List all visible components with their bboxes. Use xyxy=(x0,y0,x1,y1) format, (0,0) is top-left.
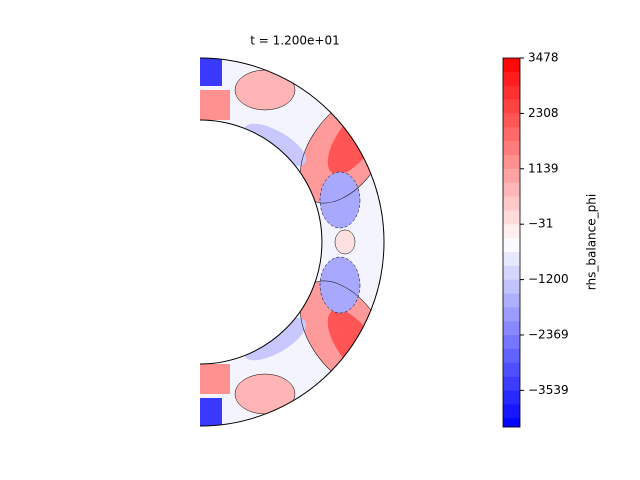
colorbar-label: rhs_balance_phi xyxy=(585,194,599,290)
colorbar-frame xyxy=(502,57,521,428)
colorbar-band xyxy=(503,224,520,239)
colorbar-band xyxy=(503,210,520,225)
colorbar-band xyxy=(503,404,520,419)
colorbar-band xyxy=(503,265,520,280)
colorbar-band xyxy=(503,251,520,267)
colorbar-band xyxy=(503,376,520,391)
colorbar-band xyxy=(503,168,520,183)
colorbar-band xyxy=(503,321,520,336)
colorbar-tick-label: −31 xyxy=(528,217,553,231)
colorbar-band xyxy=(503,196,520,211)
colorbar-band xyxy=(503,99,520,114)
colorbar-band xyxy=(503,348,520,364)
colorbar-band xyxy=(503,127,520,142)
colorbar-band xyxy=(503,141,520,156)
colorbar-band xyxy=(503,71,520,87)
colorbar-band xyxy=(503,307,520,322)
colorbar-band xyxy=(503,58,520,73)
colorbar-band xyxy=(503,154,520,170)
colorbar-band xyxy=(503,362,520,377)
colorbar-band xyxy=(503,279,520,294)
colorbar-band xyxy=(503,182,520,197)
contour-field xyxy=(200,58,384,426)
colorbar-tick-label: −1200 xyxy=(528,272,569,286)
colorbar-band xyxy=(503,418,520,428)
chart-title: t = 1.200e+01 xyxy=(250,34,339,48)
colorbar-tick-label: −2369 xyxy=(528,327,569,341)
colorbar-tick-label: 1139 xyxy=(528,161,559,175)
colorbar-band xyxy=(503,85,520,100)
colorbar-band xyxy=(503,238,520,253)
colorbar-band xyxy=(503,293,520,308)
colorbar-band xyxy=(503,335,520,350)
colorbar-band xyxy=(503,113,520,128)
colorbar-tick-label: 3478 xyxy=(528,51,559,65)
colorbar-band xyxy=(503,390,520,405)
colorbar-tick-label: −3539 xyxy=(528,383,569,397)
annulus-outline xyxy=(199,57,385,427)
colorbar-tick-label: 2308 xyxy=(528,106,559,120)
